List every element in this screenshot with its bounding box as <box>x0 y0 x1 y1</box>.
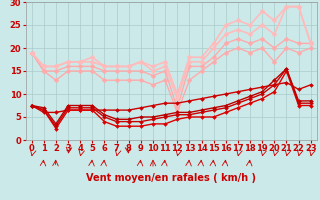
X-axis label: Vent moyen/en rafales ( km/h ): Vent moyen/en rafales ( km/h ) <box>86 173 256 183</box>
